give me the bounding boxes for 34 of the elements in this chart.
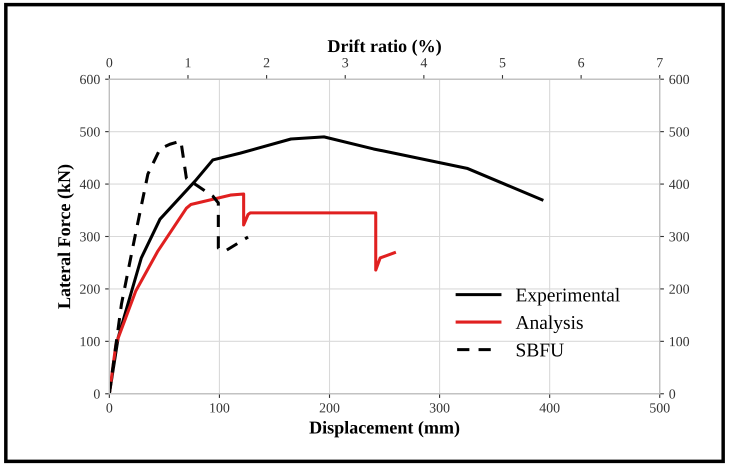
x2-tick-label: 6 [578, 58, 584, 68]
y-axis-title: Lateral Force (kN) [58, 164, 74, 309]
x2-tick-label: 4 [420, 58, 428, 68]
x2-tick-label: 3 [342, 58, 348, 68]
x2-tick-label: 1 [186, 58, 191, 68]
y2-tick-label: 100 [670, 336, 690, 346]
x2-tick-label: 2 [264, 58, 270, 68]
y2-tick-label: 200 [669, 284, 690, 294]
x-tick-label: 100 [210, 403, 230, 413]
x-tick-label: 0 [106, 403, 112, 413]
y-tick-label: 200 [80, 284, 100, 294]
x2-tick-label: 7 [657, 58, 663, 68]
y2-tick-label: 400 [669, 180, 690, 190]
x2-axis-title: Drift ratio (%) [328, 39, 441, 56]
y-tick-label: 600 [80, 74, 100, 84]
x-tick-label: 400 [540, 403, 560, 413]
x-axis-title: Displacement (mm) [309, 420, 460, 438]
x2-tick-label: 5 [500, 58, 506, 68]
x-tick-label: 300 [430, 403, 450, 413]
legend-label: SBFU [516, 344, 564, 357]
y2-tick-label: 0 [669, 389, 676, 399]
legend-label: Experimental [516, 288, 620, 306]
y-tick-label: 500 [80, 127, 100, 137]
x-tick-label: 200 [320, 403, 340, 413]
y2-tick-label: 600 [669, 74, 690, 84]
y-tick-label: 400 [80, 180, 100, 190]
y-tick-label: 300 [80, 232, 100, 242]
x2-tick-label: 0 [106, 58, 112, 68]
x-tick-label: 500 [650, 403, 670, 413]
y-tick-label: 0 [94, 389, 100, 399]
legend-label: Analysis [516, 315, 583, 334]
y2-tick-label: 300 [669, 232, 690, 242]
y-tick-label: 100 [80, 336, 100, 346]
y2-tick-label: 500 [670, 127, 690, 137]
